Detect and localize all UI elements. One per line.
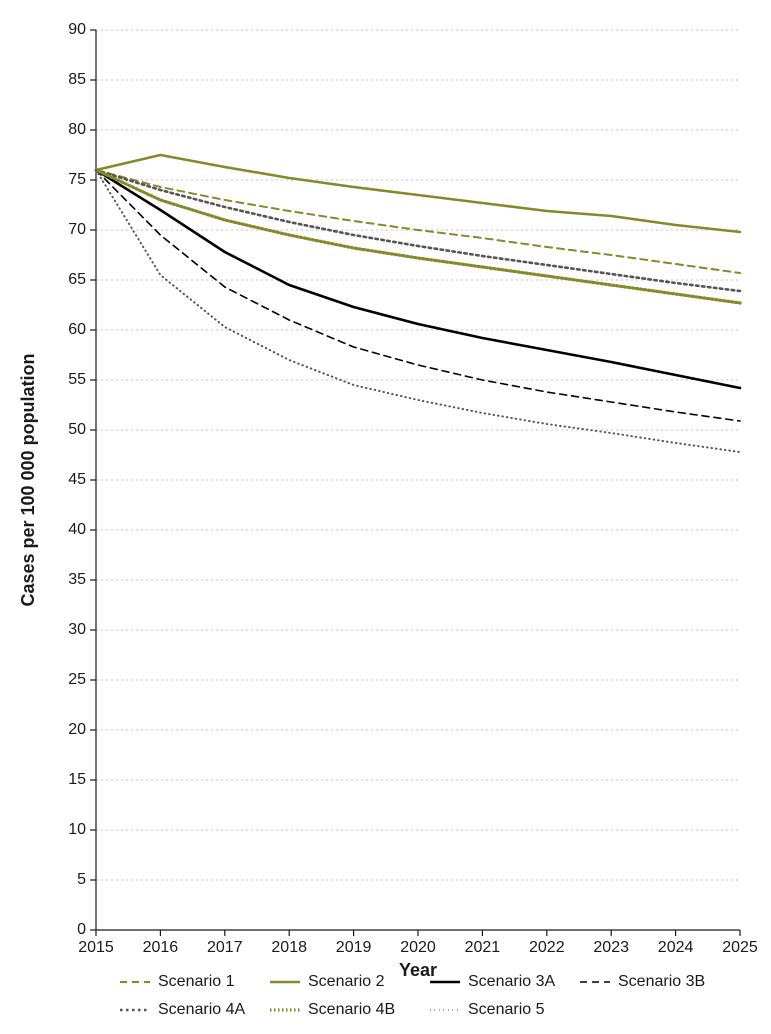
y-tick-label: 90 [68,21,86,38]
y-tick-label: 70 [68,221,86,238]
x-tick-label: 2019 [336,939,372,956]
legend-label-s3b: Scenario 3B [618,973,705,990]
y-tick-label: 5 [77,871,86,888]
y-tick-label: 85 [68,71,86,88]
y-tick-label: 80 [68,121,86,138]
x-tick-label: 2024 [658,939,694,956]
line-chart: 0510152025303540455055606570758085902015… [0,0,771,1034]
y-tick-label: 35 [68,571,86,588]
y-tick-label: 45 [68,471,86,488]
x-tick-label: 2020 [400,939,436,956]
chart-container: 0510152025303540455055606570758085902015… [0,0,771,1034]
y-tick-label: 55 [68,371,86,388]
y-tick-label: 25 [68,671,86,688]
legend-label-s5: Scenario 5 [468,1001,545,1018]
x-tick-label: 2016 [143,939,179,956]
legend-label-s1: Scenario 1 [158,973,235,990]
x-tick-label: 2017 [207,939,243,956]
legend-label-s4a: Scenario 4A [158,1001,245,1018]
y-tick-label: 75 [68,171,86,188]
legend-label-s3a: Scenario 3A [468,973,555,990]
y-tick-label: 40 [68,521,86,538]
x-tick-label: 2018 [271,939,307,956]
x-axis-label: Year [399,960,437,980]
y-tick-label: 60 [68,321,86,338]
y-tick-label: 50 [68,421,86,438]
y-tick-label: 20 [68,721,86,738]
y-tick-label: 0 [77,921,86,938]
y-tick-label: 30 [68,621,86,638]
y-axis-label: Cases per 100 000 population [18,353,38,606]
legend-label-s4b: Scenario 4B [308,1001,395,1018]
y-tick-label: 10 [68,821,86,838]
x-tick-label: 2015 [78,939,114,956]
x-tick-label: 2021 [465,939,501,956]
x-tick-label: 2023 [593,939,629,956]
y-tick-label: 15 [68,771,86,788]
y-tick-label: 65 [68,271,86,288]
x-tick-label: 2025 [722,939,758,956]
legend-label-s2: Scenario 2 [308,973,385,990]
x-tick-label: 2022 [529,939,565,956]
